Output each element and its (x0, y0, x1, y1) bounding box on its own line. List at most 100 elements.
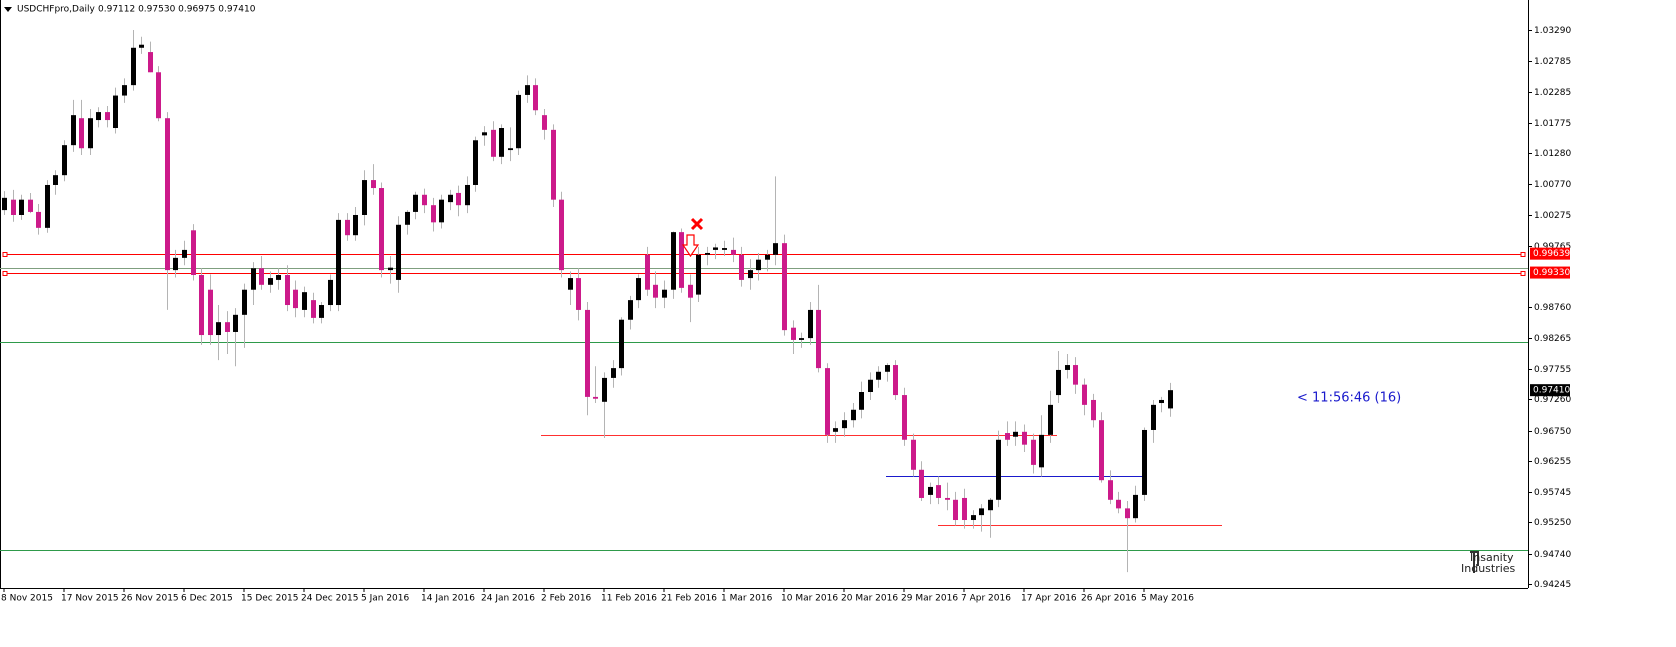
candle-body (388, 267, 393, 271)
candle-body (1056, 369, 1061, 396)
candle-body (773, 243, 778, 255)
x-tick-label: 1 Mar 2016 (721, 594, 773, 604)
candle-body (362, 180, 367, 215)
y-tick-label: 0.96255 (1534, 457, 1571, 467)
candle-body (533, 85, 538, 111)
y-tick-label: 0.99765 (1534, 242, 1571, 252)
candle-body (216, 322, 221, 336)
candle-body (139, 44, 144, 48)
candle-body (1142, 429, 1147, 495)
candle-body (1065, 365, 1070, 370)
candle-body (996, 439, 1001, 500)
y-tick-label: 0.95250 (1534, 518, 1571, 528)
candle-body (731, 249, 736, 255)
candle-body (173, 257, 178, 271)
price-label: 0.99330 (1533, 268, 1570, 278)
y-tick-label: 1.00275 (1534, 211, 1571, 221)
candle-body (808, 309, 813, 339)
candle-body (122, 85, 127, 96)
candle-body (885, 365, 890, 372)
candle-body (11, 199, 16, 215)
candle-body (1116, 499, 1121, 509)
candle-body (559, 199, 564, 271)
candle-body (679, 232, 684, 288)
candle-body (259, 268, 264, 285)
candle-body (1031, 439, 1036, 465)
x-tick-label: 17 Nov 2015 (61, 594, 119, 604)
candle-body (893, 365, 898, 396)
candle-body (251, 268, 256, 290)
x-tick-label: 6 Dec 2015 (181, 594, 233, 604)
candle-body (36, 211, 41, 228)
price-label: 0.97410 (1533, 386, 1570, 396)
line-handle (2, 252, 8, 257)
x-tick-label: 26 Nov 2015 (121, 594, 179, 604)
line-handle (2, 271, 8, 276)
candle-body (739, 254, 744, 280)
candle-body (765, 254, 770, 260)
candle-body (662, 289, 667, 298)
candle-body (851, 409, 856, 421)
candle-body (199, 275, 204, 336)
candle-body (816, 309, 821, 369)
candle-body (499, 128, 504, 157)
menu-triangle[interactable] (4, 7, 12, 12)
candle-body (191, 230, 196, 276)
x-tick-label: 2 Feb 2016 (541, 594, 592, 604)
candle-body (353, 214, 358, 236)
y-tick-label: 0.97260 (1534, 395, 1571, 405)
candle-body (636, 278, 641, 301)
x-tick-label: 10 Mar 2016 (781, 594, 838, 604)
y-tick-label: 1.00770 (1534, 180, 1571, 190)
chart-title: USDCHFpro,Daily (17, 5, 95, 15)
countdown: < 11:56:46 (16) (1297, 391, 1401, 406)
y-tick-label: 0.94740 (1534, 550, 1571, 560)
watermark-line: Industries (1461, 562, 1516, 575)
candle-body (979, 508, 984, 516)
candle-body (568, 278, 573, 290)
candle-body (379, 188, 384, 271)
x-tick-label: 11 Feb 2016 (601, 594, 657, 604)
x-tick-label: 24 Dec 2015 (301, 594, 359, 604)
candle-body (96, 112, 101, 121)
x-tick-label: 5 Jan 2016 (361, 594, 409, 604)
y-tick-label: 0.96750 (1534, 427, 1571, 437)
candle-body (1159, 399, 1164, 404)
candle-body (1108, 480, 1113, 500)
candle-body (576, 278, 581, 310)
y-tick-label: 1.03290 (1534, 26, 1571, 36)
candle-body (371, 180, 376, 189)
candle-body (653, 284, 658, 298)
candle-body (1168, 390, 1173, 409)
candle-body (405, 211, 410, 225)
candle-body (876, 371, 881, 380)
candle-body (1048, 404, 1053, 435)
candle-body (936, 485, 941, 498)
candle-body (182, 249, 187, 258)
watermark-line: Insanity (1470, 551, 1514, 564)
candle-body (791, 327, 796, 340)
candle-body (482, 132, 487, 136)
candle-body (413, 194, 418, 212)
price-label-box (1530, 266, 1570, 279)
candle-body (456, 192, 461, 206)
candle-body (756, 259, 761, 271)
candle-body (439, 199, 444, 223)
candle-body (1013, 431, 1018, 437)
candle-body (2, 197, 7, 211)
candle-body (345, 219, 350, 236)
price-label: 0.99639 (1533, 249, 1570, 259)
marks: 1.03290 1.02785 1.02285 1.01775 1.01280 1.007… (0, 26, 1571, 604)
signal-markers (681, 217, 704, 258)
candle-body (319, 305, 324, 318)
candle-body (945, 497, 950, 500)
candle-body (971, 515, 976, 521)
candle-body (1082, 384, 1087, 405)
candle-body (71, 115, 76, 146)
price-label-box (1530, 384, 1570, 397)
candle-body (1073, 365, 1078, 385)
candle-body (431, 205, 436, 223)
